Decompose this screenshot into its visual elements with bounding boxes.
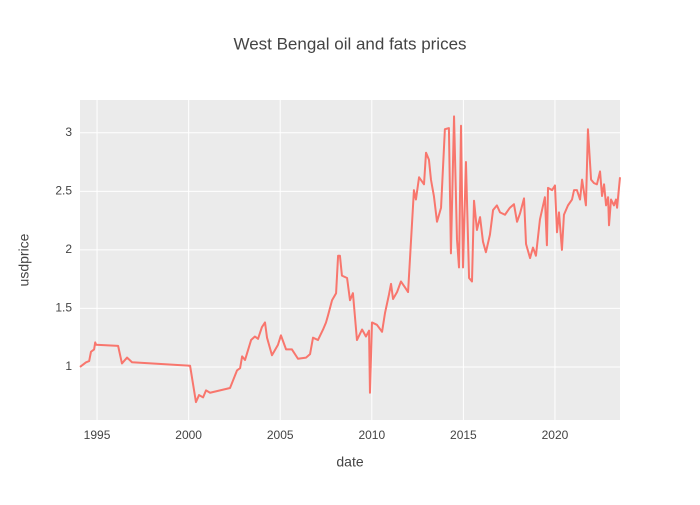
x-tick-label: 2010 [358,428,385,442]
y-tick-label: 2.5 [55,184,72,198]
chart-title: West Bengal oil and fats prices [233,34,466,53]
x-tick-label: 2015 [450,428,477,442]
y-tick-label: 3 [65,125,72,139]
plot-area [80,100,620,420]
x-tick-label: 2005 [267,428,294,442]
y-tick-label: 1.5 [55,301,72,315]
x-tick-label: 2020 [542,428,569,442]
y-axis-title: usdprice [16,233,32,286]
x-axis-title: date [336,454,363,470]
x-tick-label: 1995 [84,428,111,442]
y-tick-label: 2 [65,242,72,256]
y-tick-label: 1 [65,359,72,373]
data-line [79,115,621,404]
x-tick-label: 2000 [175,428,202,442]
